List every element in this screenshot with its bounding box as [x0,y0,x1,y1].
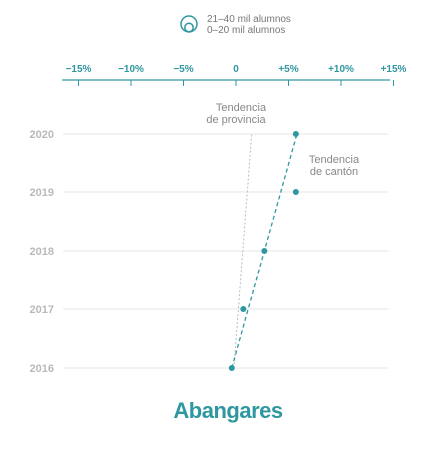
y-tick-label: 2017 [30,304,54,316]
province-trend-line [233,133,253,369]
x-tick-label: −10% [118,64,144,75]
canton-trend-label-line-1: Tendencia [309,154,360,166]
x-tick-label: −15% [66,64,92,75]
chart-title: Abangares [173,398,282,423]
province-trend-label: Tendencia de provincia [206,102,267,126]
x-axis: −15% −10% −5% 0 +5% +10% +15% [62,64,407,86]
legend-entry-large: 21–40 mil alumnos [207,14,291,25]
legend-small-circle-icon [184,22,194,33]
x-tick-label: +10% [328,64,354,75]
province-trend-label-line-1: Tendencia [216,102,267,114]
data-points [228,131,299,371]
data-point-2020 [292,131,299,137]
province-trend-label-line-2: de provincia [206,114,266,126]
canton-trend-label-line-2: de cantón [310,166,358,178]
y-tick-label: 2019 [30,187,54,199]
data-point-2017 [240,306,247,312]
x-tick-label: +15% [381,64,407,75]
legend: 21–40 mil alumnos 0–20 mil alumnos [180,14,291,36]
y-tick-label: 2020 [30,129,54,141]
y-tick-label: 2016 [30,363,54,375]
y-tick-label: 2018 [30,246,54,258]
x-tick-label: −5% [173,64,193,75]
data-point-2018 [261,248,268,254]
y-axis: 2020 2019 2018 2017 2016 [30,129,54,375]
grid-lines [63,133,388,369]
x-tick-label: 0 [233,64,239,75]
legend-entry-small: 0–20 mil alumnos [207,25,285,36]
data-point-2019 [292,189,299,195]
data-point-2016 [228,365,235,371]
x-tick-label: +5% [278,64,298,75]
canton-trend-label: Tendencia de cantón [309,154,360,178]
